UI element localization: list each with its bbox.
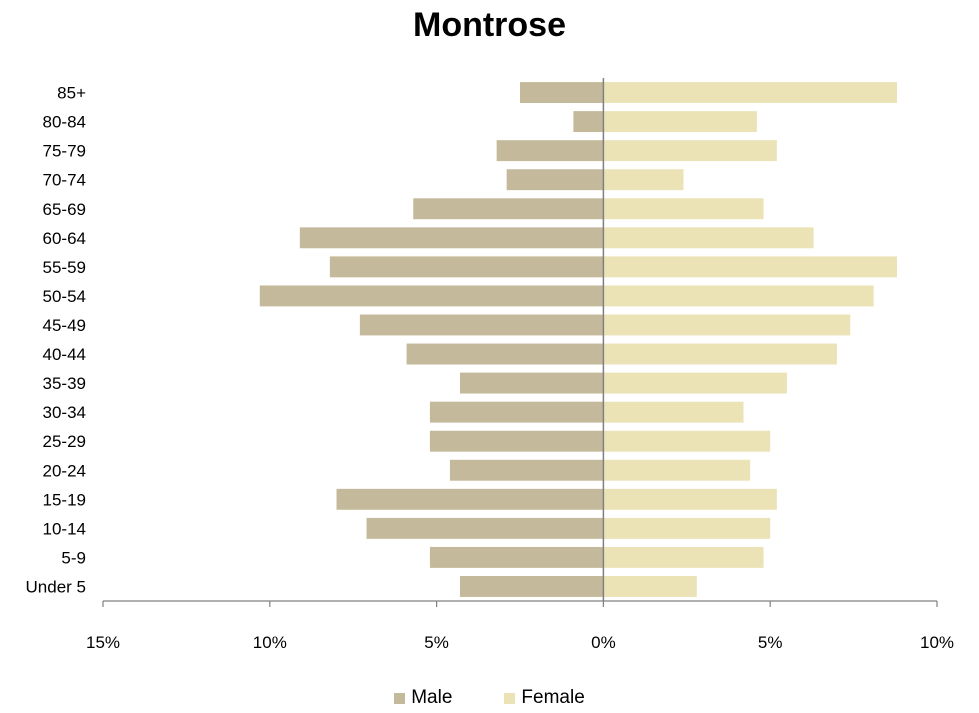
bar-male-30-34 xyxy=(429,401,604,423)
y-axis-labels: 85+ 80-84 75-79 70-74 65-69 60-64 55-59 50-54 45… xyxy=(26,84,87,597)
bar-male-75-79 xyxy=(496,140,604,162)
bar-male-80-84 xyxy=(573,111,604,133)
y-tick-label: 65-69 xyxy=(43,200,86,219)
bar-female-65-69 xyxy=(603,198,764,220)
bar-male-55-59 xyxy=(329,256,604,278)
y-tick-label: 80-84 xyxy=(43,113,86,132)
bar-male-85plus xyxy=(520,82,604,103)
bar-male-5-9 xyxy=(429,546,604,568)
bar-female-45-49 xyxy=(603,314,851,336)
bar-male-40-44 xyxy=(406,343,604,365)
legend-label-male: Male xyxy=(411,687,453,708)
y-tick-label: 10-14 xyxy=(43,519,86,538)
x-tick-label: 10% xyxy=(920,633,954,652)
bar-male-60-64 xyxy=(299,227,604,249)
bar-female-5-9 xyxy=(603,546,764,568)
bar-female-35-39 xyxy=(603,372,787,394)
y-tick-label: 55-59 xyxy=(43,258,86,277)
bar-male-65-69 xyxy=(413,198,604,220)
x-tick-label: 15% xyxy=(86,633,120,652)
y-tick-label: 25-29 xyxy=(43,432,86,451)
population-pyramid-chart: 85+ 80-84 75-79 70-74 65-69 60-64 55-59 50-54 45… xyxy=(26,78,954,652)
legend-swatch-male xyxy=(394,692,406,704)
bar-female-50-54 xyxy=(603,285,874,307)
bar-female-15-19 xyxy=(603,488,777,510)
bar-female-60-64 xyxy=(603,227,814,249)
y-tick-label: Under 5 xyxy=(26,577,86,596)
bar-male-35-39 xyxy=(459,372,604,394)
legend-item-male: Male xyxy=(394,687,452,709)
bar-male-50-54 xyxy=(259,285,604,307)
bar-female-20-24 xyxy=(603,459,751,481)
female-bars xyxy=(603,82,897,597)
x-tick-label: 0% xyxy=(591,633,616,652)
y-tick-label: 75-79 xyxy=(43,142,86,161)
legend-swatch-female xyxy=(504,692,516,704)
bar-female-40-44 xyxy=(603,343,837,365)
y-tick-label: 60-64 xyxy=(43,229,86,248)
bar-male-70-74 xyxy=(506,169,604,191)
x-tick-label: 5% xyxy=(424,633,449,652)
bar-female-70-74 xyxy=(603,169,684,191)
bar-male-20-24 xyxy=(449,459,604,481)
bar-female-10-14 xyxy=(603,517,771,539)
legend-label-female: Female xyxy=(521,687,585,708)
y-tick-label: 5-9 xyxy=(61,548,86,567)
y-tick-label: 35-39 xyxy=(43,374,86,393)
bar-male-10-14 xyxy=(366,517,604,539)
legend: Male Female xyxy=(0,686,979,710)
y-tick-label: 15-19 xyxy=(43,490,86,509)
bar-female-75-79 xyxy=(603,140,777,162)
y-tick-label: 70-74 xyxy=(43,171,86,190)
chart-title: Montrose xyxy=(413,6,566,44)
male-bars xyxy=(259,82,604,597)
bar-female-30-34 xyxy=(603,401,744,423)
bar-female-under-5 xyxy=(603,576,697,597)
bar-female-85plus xyxy=(603,82,897,103)
bar-female-25-29 xyxy=(603,430,771,452)
y-tick-label: 40-44 xyxy=(43,345,86,364)
y-tick-label: 30-34 xyxy=(43,403,86,422)
y-tick-label: 50-54 xyxy=(43,287,86,306)
x-axis: 15% 10% 5% 0% 5% 10% xyxy=(86,600,954,652)
bar-male-45-49 xyxy=(359,314,604,336)
y-tick-label: 85+ xyxy=(57,84,86,103)
legend-item-female: Female xyxy=(504,687,585,709)
bar-female-80-84 xyxy=(603,111,757,133)
x-tick-label: 10% xyxy=(253,633,287,652)
y-tick-label: 20-24 xyxy=(43,461,86,480)
bar-female-55-59 xyxy=(603,256,897,278)
bar-male-15-19 xyxy=(336,488,604,510)
bar-male-25-29 xyxy=(429,430,604,452)
y-tick-label: 45-49 xyxy=(43,316,86,335)
bar-male-under-5 xyxy=(459,576,604,597)
x-tick-label: 5% xyxy=(758,633,783,652)
